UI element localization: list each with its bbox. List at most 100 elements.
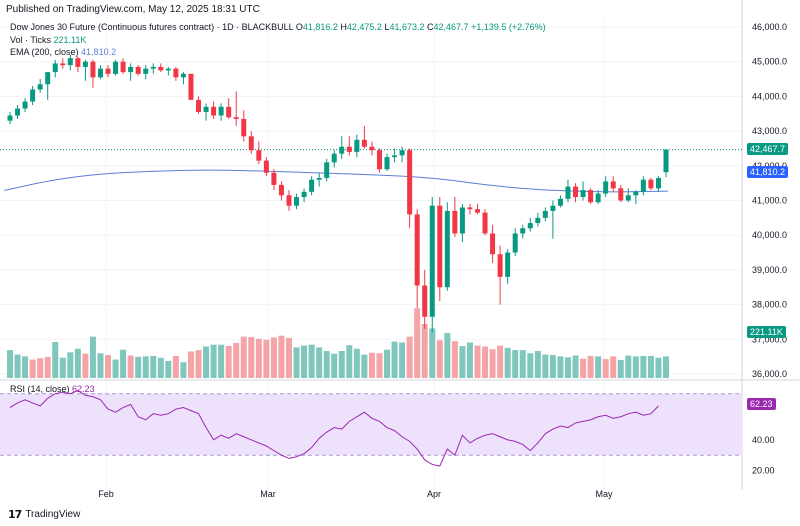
rsi-line <box>9 390 659 467</box>
candle-body <box>188 73 194 100</box>
candle-body <box>527 223 533 229</box>
volume-bar <box>557 356 564 378</box>
volume-bar <box>451 341 458 378</box>
volume-bar <box>308 344 315 378</box>
candle-body <box>256 150 262 161</box>
rsi-legend: RSI (14, close) 62.23 <box>10 384 95 394</box>
volume-bar <box>429 328 436 378</box>
volume-layer <box>7 308 669 378</box>
rsi-value: 62.23 <box>72 384 95 394</box>
candle-body <box>663 149 669 173</box>
candle-body <box>565 186 571 199</box>
candle-body <box>339 146 345 154</box>
y-tick-label: 40,000.0 <box>752 230 787 240</box>
rsi-tick-label: 20.00 <box>752 466 775 476</box>
volume-bar <box>120 349 127 378</box>
candle-body <box>309 179 315 192</box>
volume-value: 221.11K <box>53 35 87 45</box>
candle-body <box>67 58 73 66</box>
candle-body <box>165 68 171 71</box>
volume-bar <box>89 336 96 378</box>
volume-bar <box>37 358 44 378</box>
candle-body <box>588 190 594 203</box>
candle-body <box>520 228 526 234</box>
volume-bar <box>105 355 112 378</box>
candle-body <box>316 177 322 180</box>
high-value: 42,475.2 <box>346 22 382 32</box>
candle-body <box>173 68 179 78</box>
candle-body <box>286 195 292 206</box>
y-tick-label: 43,000.0 <box>752 126 787 136</box>
x-tick-label: May <box>595 489 613 499</box>
rsi-tick-label: 40.00 <box>752 435 775 445</box>
volume-bar <box>459 346 466 378</box>
volume-bar <box>421 324 428 378</box>
candle-body <box>557 198 563 206</box>
volume-bar <box>112 359 119 378</box>
volume-bar <box>391 341 398 378</box>
volume-bar <box>625 355 632 378</box>
volume-bar <box>572 355 579 378</box>
volume-bar <box>346 345 353 378</box>
volume-bar <box>29 359 36 378</box>
candle-body <box>369 146 375 151</box>
volume-bar <box>255 338 262 378</box>
ema-layer <box>3 169 669 193</box>
volume-bar <box>135 356 142 378</box>
candle-body <box>7 115 13 121</box>
candle-body <box>226 106 232 118</box>
candle-body <box>113 61 119 74</box>
rsi-tag: 62.23 <box>747 398 776 410</box>
candle-body <box>331 153 337 163</box>
candle-body <box>497 254 503 277</box>
candle-body <box>233 117 239 119</box>
candle-body <box>203 106 209 113</box>
close-value: 42,467.7 <box>433 22 469 32</box>
ema-line <box>3 169 669 193</box>
change-value: +1,139.5 (+2.76%) <box>471 22 546 32</box>
candle-body <box>346 146 352 152</box>
y-tick-label: 41,000.0 <box>752 196 787 206</box>
candle-body <box>158 66 164 71</box>
volume-tag: 221.11K <box>747 326 786 338</box>
symbol-legend: Dow Jones 30 Future (Continuous futures … <box>10 22 546 32</box>
candle-body <box>376 150 382 170</box>
candle-body <box>150 66 156 69</box>
candle-body <box>422 285 428 317</box>
candle-body <box>550 205 556 211</box>
candle-body <box>196 99 202 113</box>
volume-bar <box>542 354 549 378</box>
candle-body <box>655 177 661 189</box>
candle-body <box>120 61 126 73</box>
candle-body <box>30 89 36 102</box>
candle-body <box>60 63 66 66</box>
volume-bar <box>225 346 232 378</box>
candle-body <box>15 108 21 116</box>
axis-layer: 36,000.0 37,000.0 38,000.0 39,000.0 40,000.0… <box>98 22 787 499</box>
tradingview-logo-icon: 𝟭𝟳 <box>8 509 22 521</box>
candle-body <box>490 233 496 255</box>
footer: 𝟭𝟳 TradingView <box>8 508 80 521</box>
volume-bar <box>384 349 391 378</box>
volume-bar <box>233 342 240 378</box>
candle-body <box>437 205 443 288</box>
candle-body <box>399 150 405 156</box>
candle-body <box>263 160 269 173</box>
volume-bar <box>580 358 587 378</box>
y-tick-label: 36,000.0 <box>752 369 787 379</box>
volume-bar <box>157 357 164 378</box>
candle-body <box>52 63 58 73</box>
volume-bar <box>248 337 255 378</box>
volume-bar <box>489 349 496 378</box>
candle-body <box>429 205 435 317</box>
symbol-title: Dow Jones 30 Future (Continuous futures … <box>10 22 294 32</box>
volume-bar <box>436 340 443 378</box>
candle-body <box>595 193 601 203</box>
candle-body <box>143 68 149 74</box>
volume-bar <box>127 355 134 378</box>
candle-body <box>414 214 420 286</box>
candle-body <box>625 195 631 201</box>
candle-body <box>218 106 224 116</box>
volume-bar <box>632 356 639 378</box>
volume-bar <box>240 336 247 378</box>
